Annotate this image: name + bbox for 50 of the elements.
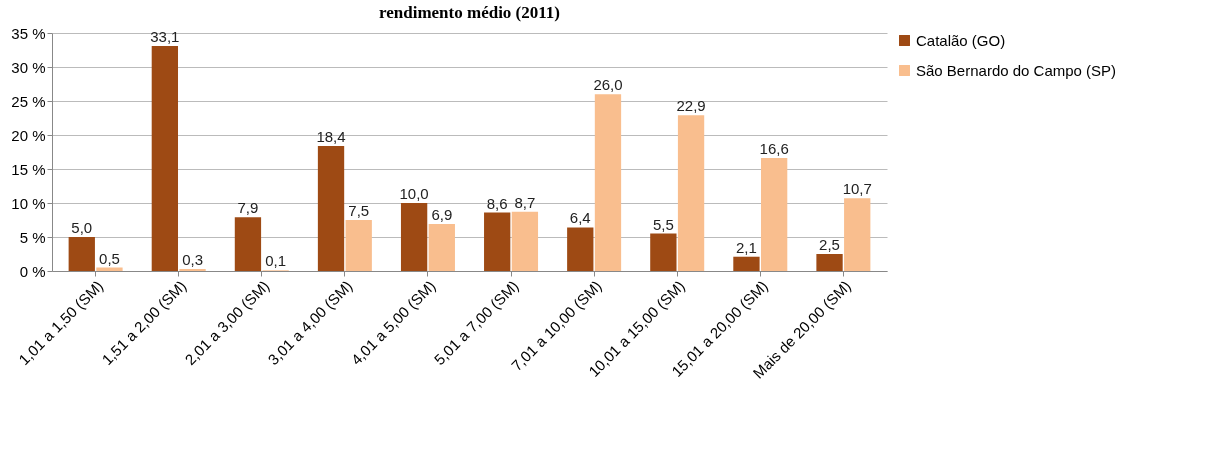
bar — [234, 217, 262, 271]
data-label: 7,9 — [237, 199, 259, 217]
data-label: 6,9 — [431, 206, 453, 224]
data-label: 2,1 — [736, 238, 757, 256]
bar — [816, 254, 843, 271]
data-label: 22,9 — [676, 97, 706, 115]
data-label: 8,6 — [486, 194, 508, 212]
bar — [760, 158, 788, 271]
bar — [567, 227, 594, 271]
bar — [650, 233, 677, 271]
bar — [428, 224, 455, 271]
y-tick-label: 35 % — [11, 24, 46, 42]
bar — [151, 45, 179, 271]
bar — [179, 268, 206, 271]
bar — [484, 212, 511, 271]
chart-title: rendimento médio (2011) — [378, 3, 561, 22]
bar — [68, 237, 95, 271]
bar — [96, 267, 123, 271]
bar — [733, 256, 760, 271]
data-label: 2,5 — [819, 236, 840, 253]
bar — [677, 115, 705, 271]
data-label: 8,7 — [514, 193, 536, 211]
y-tick-label: 15 % — [11, 160, 46, 178]
bar — [400, 203, 428, 271]
data-label: 10,0 — [399, 185, 429, 202]
data-label: 0,5 — [99, 249, 120, 267]
data-label: 0,3 — [182, 250, 203, 268]
bar — [844, 198, 871, 271]
data-label: 33,1 — [150, 27, 180, 45]
data-label: 7,5 — [348, 202, 370, 219]
y-tick-label: 20 % — [11, 126, 46, 144]
y-tick-label: 5 % — [19, 228, 46, 246]
data-label: 10,7 — [842, 180, 872, 198]
data-label: 16,6 — [759, 140, 789, 158]
legend-label: Catalão (GO) — [916, 31, 1006, 49]
data-label: 26,0 — [593, 76, 623, 94]
bar — [317, 145, 345, 271]
data-label: 18,4 — [316, 127, 346, 145]
legend-label: São Bernardo do Campo (SP) — [916, 61, 1117, 79]
y-tick-label: 30 % — [11, 58, 46, 76]
y-tick-label: 25 % — [11, 92, 46, 110]
data-label: 0,1 — [265, 252, 287, 270]
data-label: 6,4 — [569, 209, 591, 227]
bar — [345, 220, 372, 271]
bar — [511, 211, 539, 271]
y-tick-label: 0 % — [19, 262, 46, 280]
data-label: 5,5 — [652, 215, 674, 233]
bar — [594, 94, 622, 271]
data-label: 5,0 — [71, 219, 93, 236]
y-tick-label: 10 % — [11, 194, 46, 212]
